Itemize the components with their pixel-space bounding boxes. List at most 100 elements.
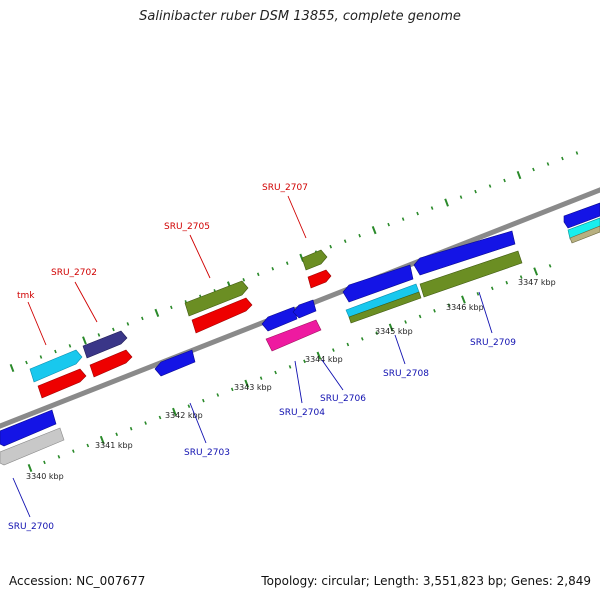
- minor-tick: [242, 278, 246, 282]
- major-tick: [461, 295, 466, 304]
- minor-tick: [288, 365, 292, 369]
- gene-sru-2702-red[interactable]: [89, 349, 133, 378]
- minor-tick: [274, 370, 277, 375]
- minor-tick: [476, 292, 480, 296]
- inner-tick-row: [27, 264, 552, 473]
- minor-tick: [332, 348, 335, 352]
- scale-label: 3342 kbp: [165, 411, 203, 420]
- minor-tick: [43, 460, 46, 465]
- minor-tick: [86, 443, 90, 448]
- minor-tick: [144, 421, 147, 425]
- gene-label-sru-2705: SRU_2705: [164, 222, 210, 232]
- minor-tick: [72, 449, 75, 453]
- minor-tick: [416, 211, 419, 216]
- minor-tick: [57, 455, 61, 459]
- major-tick: [27, 463, 33, 473]
- major-tick: [154, 308, 160, 317]
- leader-lines: [12, 195, 493, 518]
- major-tick: [99, 435, 105, 445]
- major-tick: [388, 323, 394, 332]
- major-tick: [533, 267, 539, 276]
- minor-tick: [230, 387, 234, 392]
- gene-features-lower[interactable]: [0, 230, 523, 466]
- gene-sru-2705-red[interactable]: [191, 297, 253, 334]
- minor-tick: [459, 195, 463, 199]
- minor-tick: [285, 261, 289, 265]
- minor-tick: [129, 426, 133, 431]
- major-tick: [316, 351, 322, 360]
- minor-tick: [433, 309, 436, 313]
- minor-tick: [548, 264, 552, 268]
- minor-tick: [561, 156, 564, 161]
- scale-label: 3345 kbp: [375, 327, 413, 336]
- minor-tick: [97, 333, 101, 337]
- gene-sru-2700[interactable]: [0, 409, 57, 447]
- minor-tick: [126, 322, 130, 326]
- minor-tick: [187, 404, 191, 408]
- accession-text: Accession: NC_007677: [9, 574, 146, 588]
- minor-tick: [271, 267, 275, 271]
- minor-tick: [54, 349, 57, 354]
- gene-right-upper-cyan[interactable]: [567, 217, 600, 240]
- gene-sru-2709-olive[interactable]: [419, 250, 523, 298]
- gene-right-upper-tan[interactable]: [569, 225, 600, 244]
- minor-tick: [303, 359, 306, 364]
- gene-labels: tmk SRU_2702 SRU_2705 SRU_2707 SRU_2700 …: [8, 183, 516, 532]
- scale-label: 3343 kbp: [234, 383, 272, 392]
- minor-tick: [358, 233, 361, 238]
- gene-sru-2708-olive[interactable]: [348, 291, 422, 324]
- gene-sru-2704[interactable]: [261, 306, 298, 332]
- gene-tmk[interactable]: [29, 349, 83, 383]
- gene-label-sru-2704: SRU_2704: [279, 408, 325, 418]
- gene-sru-2707-red[interactable]: [307, 269, 332, 289]
- major-tick: [371, 226, 377, 235]
- gene-sru-2702[interactable]: [82, 330, 128, 359]
- minor-tick: [447, 303, 451, 307]
- major-tick: [516, 170, 522, 180]
- gene-sru-2709[interactable]: [413, 230, 516, 276]
- gene-sru-2704-pink[interactable]: [265, 319, 322, 352]
- minor-tick: [346, 342, 350, 347]
- minor-tick: [68, 344, 72, 348]
- minor-tick: [115, 432, 119, 437]
- scale-label: 3347 kbp: [518, 278, 556, 287]
- gene-label-sru-2702: SRU_2702: [51, 268, 97, 278]
- minor-tick: [575, 151, 579, 155]
- minor-tick: [503, 178, 506, 183]
- gene-features-upper[interactable]: [29, 202, 600, 399]
- minor-tick: [488, 184, 492, 188]
- minor-tick: [216, 393, 220, 397]
- gene-label-sru-2709: SRU_2709: [470, 338, 516, 348]
- minor-tick: [202, 398, 205, 403]
- minor-tick: [505, 280, 509, 285]
- minor-tick: [532, 167, 535, 172]
- gene-sru-2700-gray[interactable]: [0, 427, 65, 466]
- gene-label-sru-2706: SRU_2706: [320, 394, 366, 404]
- gene-label-sru-2707: SRU_2707: [262, 183, 308, 193]
- gene-sru-2706[interactable]: [292, 299, 317, 319]
- gene-sru-2707[interactable]: [301, 249, 328, 271]
- minor-tick: [490, 286, 494, 291]
- gene-tmk-red[interactable]: [37, 368, 87, 399]
- minor-tick: [39, 355, 43, 359]
- gene-label-tmk: tmk: [17, 291, 35, 301]
- topology-text: Topology: circular; Length: 3,551,823 bp…: [261, 574, 591, 588]
- minor-tick: [375, 331, 379, 335]
- minor-tick: [329, 244, 333, 249]
- minor-tick: [112, 327, 115, 332]
- minor-tick: [170, 305, 173, 310]
- gene-sru-2705[interactable]: [184, 280, 249, 317]
- major-tick: [82, 336, 87, 345]
- scale-label: 3344 kbp: [305, 355, 343, 364]
- minor-tick: [519, 275, 523, 279]
- gene-label-sru-2708: SRU_2708: [383, 369, 429, 379]
- minor-tick: [360, 337, 364, 341]
- minor-tick: [418, 314, 422, 319]
- minor-tick: [141, 316, 144, 321]
- minor-tick: [474, 189, 477, 194]
- minor-tick: [401, 217, 405, 221]
- gene-sru-2708[interactable]: [342, 264, 414, 303]
- gene-sru-2703[interactable]: [154, 349, 196, 377]
- gene-right-upper-blue[interactable]: [563, 202, 600, 229]
